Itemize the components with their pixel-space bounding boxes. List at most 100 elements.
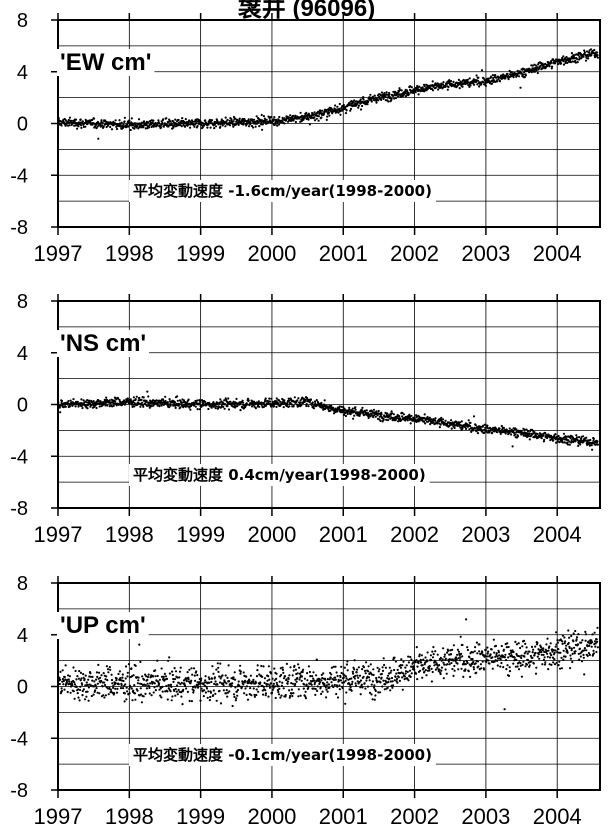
data-point xyxy=(468,656,471,659)
data-point xyxy=(491,667,494,670)
data-point xyxy=(407,655,410,658)
data-point xyxy=(77,125,80,128)
data-point xyxy=(125,686,128,689)
data-point xyxy=(307,687,310,690)
data-point xyxy=(409,655,412,659)
y-tick-label: 0 xyxy=(17,677,28,699)
data-point xyxy=(76,692,79,695)
data-point xyxy=(389,689,392,692)
data-point xyxy=(90,694,93,698)
data-point xyxy=(325,688,328,691)
data-point xyxy=(401,415,404,418)
data-point xyxy=(596,646,600,649)
data-point xyxy=(590,444,593,447)
data-point xyxy=(275,397,278,400)
data-point xyxy=(180,681,183,684)
data-point xyxy=(88,402,92,405)
data-point xyxy=(353,659,356,662)
data-point xyxy=(63,688,66,691)
data-point xyxy=(262,665,265,668)
data-point xyxy=(297,695,300,698)
data-point xyxy=(79,679,82,682)
data-point xyxy=(124,683,127,686)
data-point xyxy=(281,668,284,672)
data-point xyxy=(473,650,476,653)
data-point xyxy=(550,663,553,667)
data-point xyxy=(437,88,440,91)
data-point xyxy=(142,678,146,681)
data-point xyxy=(83,678,86,681)
data-point xyxy=(144,403,147,406)
data-point xyxy=(553,663,557,666)
data-point xyxy=(117,672,120,676)
data-point xyxy=(362,666,365,669)
rate-annotation: 平均変動速度 -0.1cm/year(1998-2000) xyxy=(133,746,432,764)
data-point xyxy=(478,650,481,653)
data-point xyxy=(577,633,580,636)
data-point xyxy=(542,658,546,662)
data-point xyxy=(74,669,77,673)
data-point xyxy=(487,650,490,653)
data-point xyxy=(595,650,598,654)
data-point xyxy=(536,66,539,69)
data-point xyxy=(163,672,166,676)
data-point xyxy=(96,682,99,685)
data-point xyxy=(457,650,460,653)
data-point xyxy=(210,119,214,122)
data-point xyxy=(287,116,290,119)
data-point xyxy=(431,80,434,83)
data-point xyxy=(562,60,565,63)
data-point xyxy=(114,119,117,122)
data-point xyxy=(248,679,251,683)
data-point xyxy=(176,684,179,687)
data-point xyxy=(129,398,132,401)
data-point xyxy=(485,655,489,658)
data-point xyxy=(431,656,435,659)
data-point xyxy=(268,686,272,689)
data-point xyxy=(271,677,274,680)
data-point xyxy=(496,659,499,663)
data-point xyxy=(166,698,169,701)
data-point xyxy=(176,399,179,402)
data-point xyxy=(508,666,511,669)
data-point xyxy=(361,409,364,412)
data-point xyxy=(472,668,476,671)
data-point xyxy=(68,124,71,127)
data-point xyxy=(574,61,578,64)
data-point xyxy=(465,618,468,621)
data-point xyxy=(232,120,235,123)
data-point xyxy=(299,694,302,697)
data-point xyxy=(158,678,161,681)
data-point xyxy=(528,664,531,667)
data-point xyxy=(377,676,381,679)
data-point xyxy=(372,408,376,411)
data-point xyxy=(420,87,423,91)
data-point xyxy=(449,653,453,656)
data-point xyxy=(165,117,168,120)
data-point xyxy=(421,664,424,667)
data-point xyxy=(178,670,182,673)
data-point xyxy=(345,663,349,666)
data-point xyxy=(322,112,326,115)
data-point xyxy=(552,649,555,652)
data-point xyxy=(175,690,178,693)
data-point xyxy=(496,655,499,658)
data-point xyxy=(593,631,596,634)
data-point xyxy=(104,683,107,687)
data-point xyxy=(583,649,586,652)
data-point xyxy=(596,626,599,629)
data-point xyxy=(187,398,190,401)
data-point xyxy=(298,401,301,404)
data-point xyxy=(189,126,192,129)
data-point xyxy=(453,664,456,668)
data-point xyxy=(543,663,547,666)
data-point xyxy=(321,690,324,693)
data-point xyxy=(571,652,574,656)
data-point xyxy=(536,71,539,75)
data-point xyxy=(594,645,597,648)
data-point xyxy=(64,683,67,687)
data-point xyxy=(582,653,585,657)
data-point xyxy=(265,118,268,121)
data-point xyxy=(522,434,525,437)
data-point xyxy=(81,120,84,123)
